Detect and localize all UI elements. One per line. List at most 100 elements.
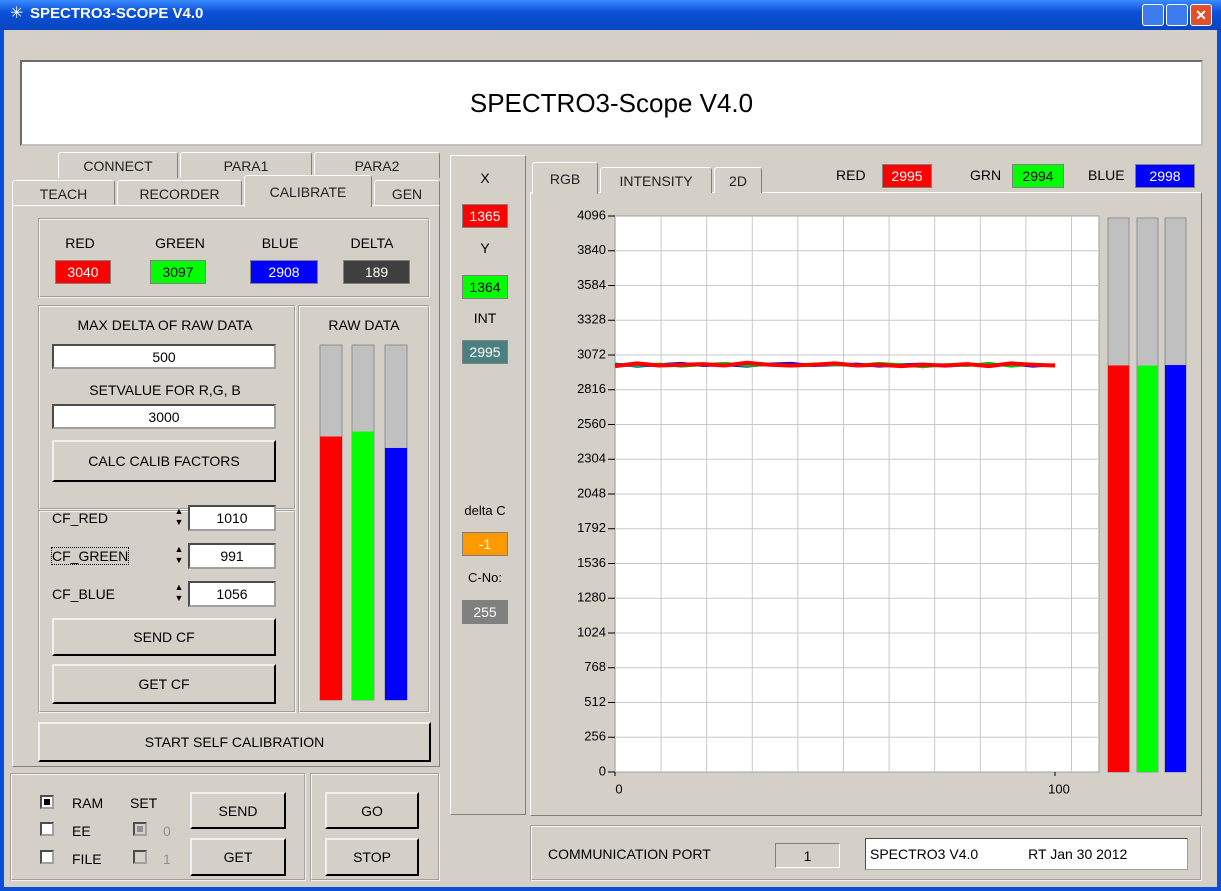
readout-value: 2995 (882, 164, 932, 188)
channel-value: 3097 (150, 260, 206, 284)
tab[interactable]: PARA2 (314, 152, 440, 178)
factor-input[interactable]: 991 (188, 543, 276, 569)
set-label: SET (130, 795, 158, 811)
factor-label: CF_RED (52, 510, 109, 526)
side-label: Y (480, 240, 490, 256)
memory-group (10, 773, 306, 881)
y-tick-label: 1792 (577, 520, 606, 535)
raw-bar (385, 447, 407, 700)
get-button[interactable]: GET (190, 838, 286, 876)
port-value: 1 (775, 843, 840, 868)
y-tick-label: 3840 (577, 242, 606, 257)
stop-button[interactable]: STOP (325, 838, 419, 876)
spinner[interactable]: ▲ ▼ (174, 506, 184, 527)
tab[interactable]: RECORDER (117, 180, 242, 206)
setvalue-input[interactable]: 3000 (52, 404, 276, 429)
series-line (614, 360, 1056, 369)
maximize-button[interactable] (1166, 4, 1188, 26)
self-calibration-button[interactable]: START SELF CALIBRATION (38, 722, 431, 762)
y-tick-label: 2816 (577, 381, 606, 396)
channel-value: 2908 (250, 260, 318, 284)
chart-tab[interactable]: 2D (714, 167, 762, 193)
side-label: X (480, 170, 490, 186)
y-tick-label: 512 (584, 694, 606, 709)
chart-tab-selected[interactable]: RGB (532, 162, 598, 194)
raw-data-group (298, 305, 430, 713)
checkbox[interactable] (40, 850, 54, 864)
raw-bar (320, 436, 342, 700)
x-tick-label: 100 (1048, 781, 1070, 796)
checkbox-checked[interactable] (40, 795, 54, 809)
minimize-button[interactable] (1142, 4, 1164, 26)
device-build: RT Jan 30 2012 (1028, 846, 1128, 862)
tab[interactable]: GEN (374, 180, 440, 206)
factor-input[interactable]: 1010 (188, 505, 276, 531)
chart-tab[interactable]: INTENSITY (600, 167, 712, 193)
settings-group (38, 305, 296, 510)
set-option: 1 (163, 851, 171, 867)
get-cf-button[interactable]: GET CF (52, 664, 276, 704)
raw-bar (352, 431, 374, 700)
header-title: SPECTRO3-Scope V4.0 (20, 60, 1203, 146)
send-cf-button[interactable]: SEND CF (52, 618, 276, 656)
tab-selected[interactable]: CALIBRATE (244, 175, 372, 207)
y-tick-label: 4096 (577, 207, 606, 222)
max-delta-input[interactable]: 500 (52, 344, 276, 369)
y-tick-label: 3584 (577, 277, 606, 292)
checkbox[interactable] (40, 822, 54, 836)
side-value: 255 (462, 600, 508, 624)
status-group (530, 825, 1202, 881)
channel-value: 189 (343, 260, 410, 284)
title-bar (0, 0, 1221, 30)
channel-label: BLUE (261, 235, 299, 251)
tab-panel (12, 205, 440, 767)
channel-value: 3040 (55, 260, 111, 284)
checkbox-label: FILE (72, 851, 102, 867)
checkbox-label: RAM (72, 795, 104, 811)
send-button[interactable]: SEND (190, 792, 286, 829)
side-value: -1 (462, 532, 508, 556)
channel-group (38, 218, 430, 298)
close-button[interactable]: ✕ (1190, 4, 1212, 26)
chart-panel (530, 192, 1202, 816)
checkbox-label: EE (72, 823, 91, 839)
max-delta-label: MAX DELTA OF RAW DATA (77, 317, 253, 333)
factor-label: CF_GREEN (50, 547, 130, 565)
run-group (310, 773, 440, 881)
readout-label: RED (836, 167, 866, 183)
device-name: SPECTRO3 V4.0 (870, 846, 979, 862)
y-tick-label: 0 (599, 763, 606, 778)
status-label: COMMUNICATION PORT (548, 846, 711, 862)
side-value: 1365 (462, 204, 508, 228)
device-info: SPECTRO3 V4.0 RT Jan 30 2012 (865, 838, 1188, 870)
y-tick-label: 1024 (577, 624, 606, 639)
tab[interactable]: TEACH (12, 180, 115, 206)
spinner[interactable]: ▲ ▼ (174, 582, 184, 603)
app-icon: ✳ (10, 5, 24, 22)
side-label: C-No: (468, 570, 502, 585)
spinner[interactable]: ▲ ▼ (174, 544, 184, 565)
readout-label: GRN (970, 167, 1002, 183)
window-title: SPECTRO3-SCOPE V4.0 (30, 5, 204, 22)
readout-value: 2998 (1135, 164, 1195, 188)
calc-button[interactable]: CALC CALIB FACTORS (52, 440, 276, 482)
y-tick-label: 256 (584, 729, 606, 744)
side-label: delta C (464, 503, 506, 518)
y-tick-label: 3072 (577, 346, 606, 361)
y-tick-label: 1536 (577, 555, 606, 570)
channel-label: RED (65, 235, 95, 251)
tab[interactable]: PARA1 (180, 152, 312, 178)
y-tick-label: 2560 (577, 416, 606, 431)
set-option: 0 (163, 823, 171, 839)
level-bar (1165, 365, 1186, 772)
level-bar (1108, 365, 1129, 772)
go-button[interactable]: GO (325, 792, 419, 829)
side-value: 2995 (462, 340, 508, 364)
y-tick-label: 1280 (577, 590, 606, 605)
tab[interactable]: CONNECT (58, 152, 178, 178)
y-tick-label: 2048 (577, 485, 606, 500)
checkbox-disabled (133, 822, 147, 836)
y-tick-label: 768 (584, 659, 606, 674)
factor-input[interactable]: 1056 (188, 581, 276, 607)
